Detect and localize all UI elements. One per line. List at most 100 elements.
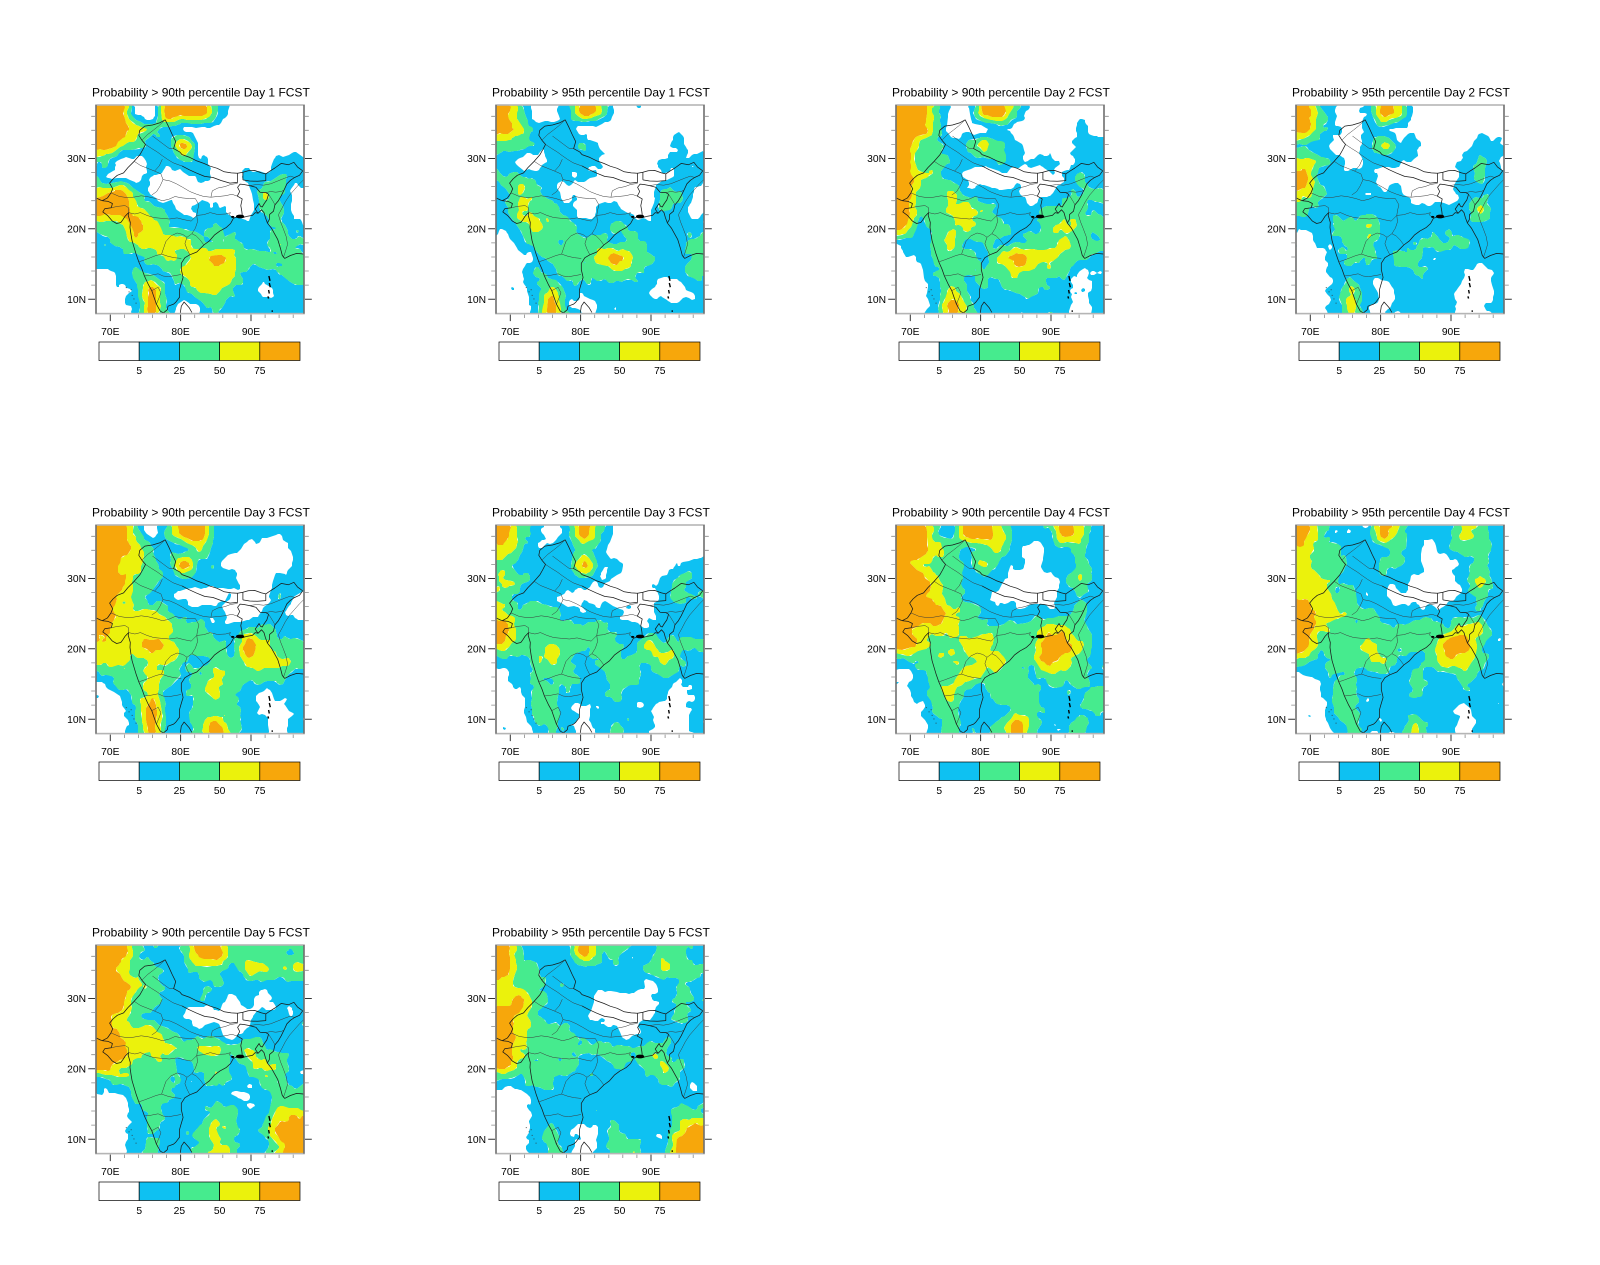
svg-text:25: 25 bbox=[974, 366, 986, 377]
svg-text:90E: 90E bbox=[242, 747, 260, 758]
svg-text:10N: 10N bbox=[467, 1135, 486, 1146]
svg-text:10N: 10N bbox=[867, 715, 886, 726]
svg-text:80E: 80E bbox=[171, 1167, 189, 1178]
svg-text:5: 5 bbox=[536, 786, 542, 797]
svg-text:80E: 80E bbox=[971, 747, 989, 758]
svg-text:25: 25 bbox=[174, 786, 186, 797]
svg-text:70E: 70E bbox=[101, 747, 119, 758]
svg-text:70E: 70E bbox=[501, 327, 519, 338]
svg-text:90E: 90E bbox=[642, 1167, 660, 1178]
svg-text:70E: 70E bbox=[1301, 327, 1319, 338]
svg-text:50: 50 bbox=[614, 786, 626, 797]
svg-text:Probability > 95th percentile: Probability > 95th percentile Day 4 FCST bbox=[1292, 505, 1510, 519]
svg-text:30N: 30N bbox=[1267, 574, 1286, 585]
svg-text:10N: 10N bbox=[1267, 295, 1286, 306]
svg-text:90E: 90E bbox=[642, 747, 660, 758]
svg-text:50: 50 bbox=[614, 366, 626, 377]
svg-text:75: 75 bbox=[254, 1206, 266, 1217]
svg-text:20N: 20N bbox=[467, 1064, 486, 1075]
svg-text:50: 50 bbox=[214, 786, 226, 797]
svg-text:Probability > 90th percentile: Probability > 90th percentile Day 5 FCST bbox=[92, 925, 310, 939]
svg-text:30N: 30N bbox=[867, 574, 886, 585]
svg-text:5: 5 bbox=[136, 1206, 142, 1217]
svg-text:Probability > 90th percentile: Probability > 90th percentile Day 1 FCST bbox=[92, 85, 310, 99]
svg-text:10N: 10N bbox=[867, 295, 886, 306]
svg-text:25: 25 bbox=[974, 786, 986, 797]
svg-text:5: 5 bbox=[936, 786, 942, 797]
svg-text:25: 25 bbox=[174, 366, 186, 377]
svg-text:25: 25 bbox=[1374, 786, 1386, 797]
svg-text:75: 75 bbox=[1454, 786, 1466, 797]
svg-text:20N: 20N bbox=[67, 1064, 86, 1075]
svg-text:30N: 30N bbox=[67, 574, 86, 585]
svg-text:80E: 80E bbox=[171, 747, 189, 758]
svg-text:5: 5 bbox=[1336, 786, 1342, 797]
svg-text:10N: 10N bbox=[67, 715, 86, 726]
svg-text:30N: 30N bbox=[467, 994, 486, 1005]
svg-text:20N: 20N bbox=[467, 224, 486, 235]
svg-text:75: 75 bbox=[1054, 786, 1066, 797]
svg-text:20N: 20N bbox=[867, 224, 886, 235]
svg-text:20N: 20N bbox=[1267, 224, 1286, 235]
svg-text:25: 25 bbox=[574, 786, 586, 797]
svg-text:90E: 90E bbox=[1042, 747, 1060, 758]
svg-text:20N: 20N bbox=[67, 224, 86, 235]
svg-text:50: 50 bbox=[214, 1206, 226, 1217]
svg-text:10N: 10N bbox=[1267, 715, 1286, 726]
svg-text:75: 75 bbox=[1054, 366, 1066, 377]
svg-text:75: 75 bbox=[654, 366, 666, 377]
svg-text:20N: 20N bbox=[467, 644, 486, 655]
svg-text:75: 75 bbox=[254, 786, 266, 797]
svg-text:75: 75 bbox=[254, 366, 266, 377]
svg-text:Probability > 90th percentile: Probability > 90th percentile Day 4 FCST bbox=[892, 505, 1110, 519]
svg-text:10N: 10N bbox=[67, 295, 86, 306]
svg-text:75: 75 bbox=[654, 786, 666, 797]
svg-text:10N: 10N bbox=[467, 295, 486, 306]
svg-text:25: 25 bbox=[574, 1206, 586, 1217]
svg-text:5: 5 bbox=[536, 1206, 542, 1217]
svg-text:50: 50 bbox=[214, 366, 226, 377]
svg-text:5: 5 bbox=[936, 366, 942, 377]
svg-text:30N: 30N bbox=[67, 154, 86, 165]
svg-text:75: 75 bbox=[654, 1206, 666, 1217]
svg-text:Probability > 95th percentile: Probability > 95th percentile Day 1 FCST bbox=[492, 85, 710, 99]
svg-text:30N: 30N bbox=[67, 994, 86, 1005]
svg-text:Probability > 95th percentile: Probability > 95th percentile Day 5 FCST bbox=[492, 925, 710, 939]
svg-text:Probability > 90th percentile: Probability > 90th percentile Day 2 FCST bbox=[892, 85, 1110, 99]
svg-text:20N: 20N bbox=[867, 644, 886, 655]
svg-text:70E: 70E bbox=[501, 747, 519, 758]
svg-text:5: 5 bbox=[136, 366, 142, 377]
svg-text:70E: 70E bbox=[101, 327, 119, 338]
svg-text:70E: 70E bbox=[101, 1167, 119, 1178]
svg-text:70E: 70E bbox=[901, 747, 919, 758]
svg-text:5: 5 bbox=[1336, 366, 1342, 377]
svg-text:30N: 30N bbox=[467, 154, 486, 165]
svg-text:5: 5 bbox=[536, 366, 542, 377]
svg-text:90E: 90E bbox=[642, 327, 660, 338]
svg-text:80E: 80E bbox=[1371, 327, 1389, 338]
svg-text:80E: 80E bbox=[571, 747, 589, 758]
svg-text:80E: 80E bbox=[971, 327, 989, 338]
svg-text:80E: 80E bbox=[571, 327, 589, 338]
svg-text:70E: 70E bbox=[1301, 747, 1319, 758]
svg-text:30N: 30N bbox=[867, 154, 886, 165]
svg-text:25: 25 bbox=[174, 1206, 186, 1217]
svg-text:Probability > 95th percentile: Probability > 95th percentile Day 2 FCST bbox=[1292, 85, 1510, 99]
svg-text:50: 50 bbox=[1014, 366, 1026, 377]
svg-text:Probability > 95th percentile: Probability > 95th percentile Day 3 FCST bbox=[492, 505, 710, 519]
svg-text:90E: 90E bbox=[1042, 327, 1060, 338]
svg-text:50: 50 bbox=[1014, 786, 1026, 797]
svg-text:20N: 20N bbox=[1267, 644, 1286, 655]
svg-text:90E: 90E bbox=[242, 1167, 260, 1178]
svg-text:50: 50 bbox=[1414, 786, 1426, 797]
svg-text:80E: 80E bbox=[571, 1167, 589, 1178]
svg-text:30N: 30N bbox=[1267, 154, 1286, 165]
svg-text:25: 25 bbox=[1374, 366, 1386, 377]
svg-text:10N: 10N bbox=[67, 1135, 86, 1146]
svg-text:25: 25 bbox=[574, 366, 586, 377]
svg-text:10N: 10N bbox=[467, 715, 486, 726]
svg-text:80E: 80E bbox=[171, 327, 189, 338]
svg-text:70E: 70E bbox=[901, 327, 919, 338]
svg-text:90E: 90E bbox=[242, 327, 260, 338]
svg-text:50: 50 bbox=[1414, 366, 1426, 377]
